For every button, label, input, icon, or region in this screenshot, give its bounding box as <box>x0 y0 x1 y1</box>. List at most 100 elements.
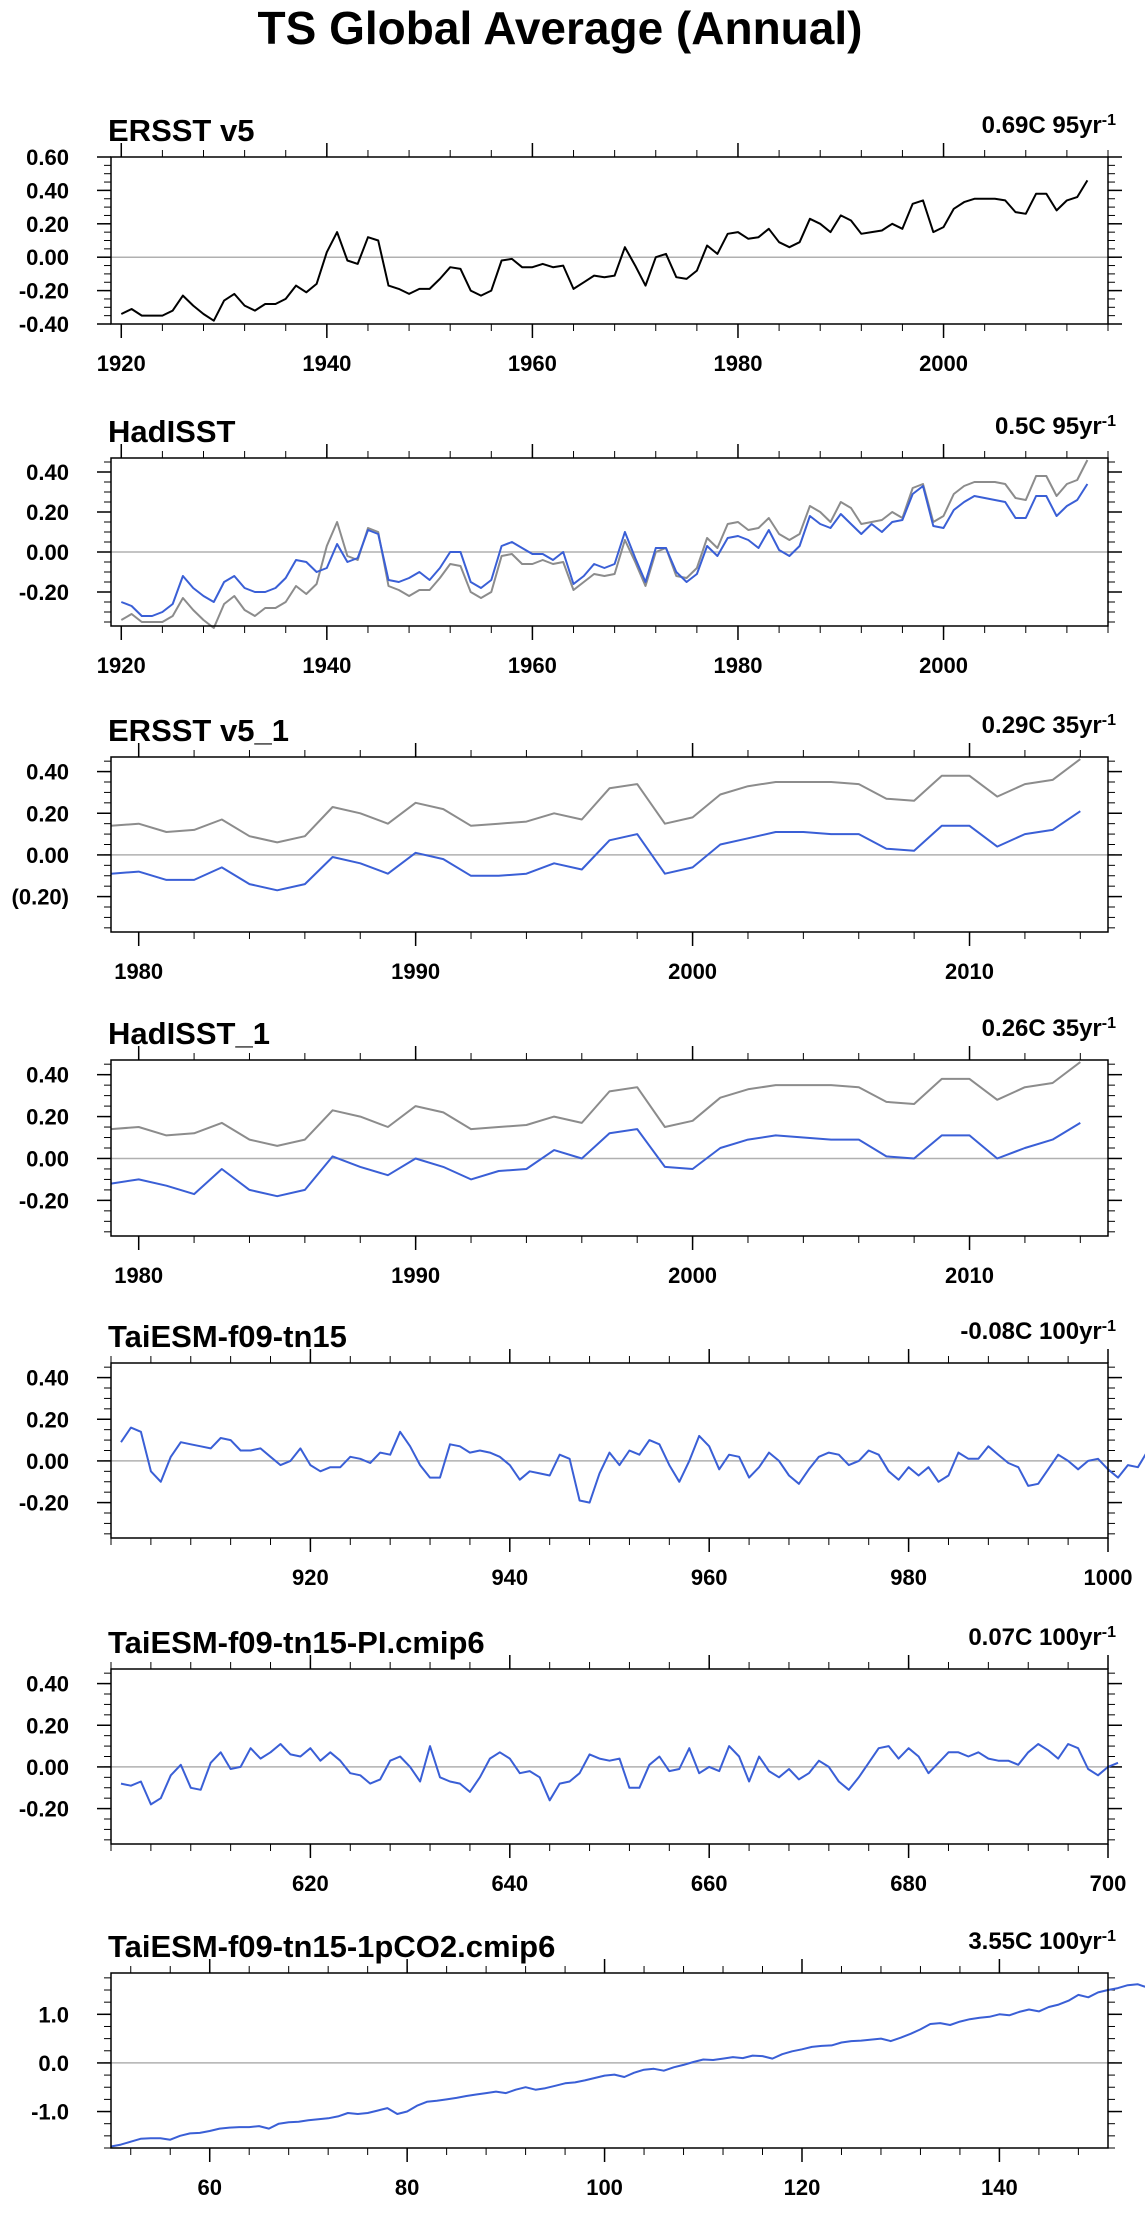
y-tick-label: 0.40 <box>26 460 69 485</box>
x-tick-label: 120 <box>784 2175 821 2200</box>
x-tick-label: 2000 <box>668 959 717 984</box>
panel-1: ERSST v5 0.69C 95yr-1 1920 1940 1960 1980 2000… <box>19 112 1122 376</box>
panel-title: TaiESM-f09-tn15-1pCO2.cmip6 <box>108 1929 555 1964</box>
y-tick-label: -0.20 <box>19 1491 69 1516</box>
y-tick-label: 0.20 <box>26 801 69 826</box>
x-tick-label: 100 <box>586 2175 623 2200</box>
y-tick-label: 0.00 <box>26 245 69 270</box>
series-line-ref <box>110 1061 1081 1147</box>
y-tick-label: 0.00 <box>26 540 69 565</box>
series-line-model <box>110 1983 1145 2148</box>
x-tick-label: 2000 <box>919 653 968 678</box>
trend-label: -0.08C 100yr-1 <box>960 1318 1116 1346</box>
trend-exponent: -1 <box>1102 712 1116 729</box>
x-tick-label: 940 <box>491 1565 528 1590</box>
panel-title: TaiESM-f09-tn15 <box>108 1319 347 1354</box>
x-tick-label: 1960 <box>508 653 557 678</box>
figure-title: TS Global Average (Annual) <box>258 2 863 54</box>
x-tick-label: 1920 <box>97 653 146 678</box>
trend-label: 0.26C 35yr-1 <box>982 1015 1116 1043</box>
panel-3: ERSST v5_1 0.29C 35yr-1 1980 1990 2000 2010 (0… <box>12 712 1122 984</box>
series-line-model <box>110 1122 1081 1198</box>
y-tick-label: 0.20 <box>26 500 69 525</box>
trend-label: 0.07C 100yr-1 <box>968 1624 1116 1652</box>
panel-7: TaiESM-f09-tn15-1pCO2.cmip6 3.55C 100yr-1… <box>31 1928 1145 2200</box>
y-tick-label: 1.0 <box>38 2002 69 2027</box>
y-tick-label: 0.20 <box>26 1407 69 1432</box>
x-tick-label: 1980 <box>114 959 163 984</box>
plot-frame <box>110 1059 1109 1237</box>
x-tick-label: 1990 <box>391 1263 440 1288</box>
x-tick-label: 2010 <box>945 959 994 984</box>
plot-frame <box>110 1668 1109 1845</box>
y-tick-label: 0.00 <box>26 843 69 868</box>
y-tick-label: 0.00 <box>26 1449 69 1474</box>
x-tick-label: 60 <box>197 2175 221 2200</box>
x-tick-label: 620 <box>292 1871 329 1896</box>
y-tick-label: 0.0 <box>38 2051 69 2076</box>
x-tick-label: 2000 <box>919 351 968 376</box>
y-tick-label: -0.20 <box>19 1797 69 1822</box>
panel-title: ERSST v5 <box>108 113 254 148</box>
trend-exponent: -1 <box>1102 1624 1116 1641</box>
panel-title: HadISST <box>108 414 236 449</box>
y-tick-label: 0.20 <box>26 1713 69 1738</box>
y-tick-label: 0.40 <box>26 760 69 785</box>
y-tick-label: 0.20 <box>26 1105 69 1130</box>
x-tick-label: 1980 <box>114 1263 163 1288</box>
x-tick-label: 1940 <box>302 653 351 678</box>
trend-exponent: -1 <box>1102 112 1116 129</box>
series-line-ref <box>120 459 1089 629</box>
plot-frame <box>110 457 1109 627</box>
series-line-model <box>120 1743 1119 1806</box>
x-tick-label: 980 <box>890 1565 927 1590</box>
y-tick-label: 0.40 <box>26 178 69 203</box>
trend-label: 0.69C 95yr-1 <box>982 112 1116 140</box>
series-line-model <box>110 810 1081 892</box>
x-tick-label: 1980 <box>714 653 763 678</box>
y-tick-label: 0.40 <box>26 1366 69 1391</box>
panel-5: TaiESM-f09-tn15 -0.08C 100yr-1 920 940 960 98… <box>19 1318 1145 1590</box>
y-tick-label: -1.0 <box>31 2100 69 2125</box>
plot-frame <box>110 756 1109 933</box>
y-tick-label: -0.20 <box>19 1188 69 1213</box>
x-tick-label: 80 <box>395 2175 419 2200</box>
y-tick-label: 0.00 <box>26 1755 69 1780</box>
trend-label: 0.29C 35yr-1 <box>982 712 1116 740</box>
y-tick-label: -0.20 <box>19 580 69 605</box>
y-tick-label: (0.20) <box>12 885 69 910</box>
x-tick-label: 2000 <box>668 1263 717 1288</box>
series-line-model <box>120 483 1089 617</box>
y-tick-label: 0.40 <box>26 1672 69 1697</box>
trend-exponent: -1 <box>1102 1318 1116 1335</box>
x-tick-label: 140 <box>981 2175 1018 2200</box>
panel-title: HadISST_1 <box>108 1016 270 1051</box>
x-tick-label: 700 <box>1090 1871 1127 1896</box>
panel-title: ERSST v5_1 <box>108 713 289 748</box>
x-tick-label: 640 <box>491 1871 528 1896</box>
y-tick-label: 0.00 <box>26 1146 69 1171</box>
x-tick-label: 920 <box>292 1565 329 1590</box>
x-tick-label: 1920 <box>97 351 146 376</box>
trend-exponent: -1 <box>1102 1928 1116 1945</box>
trend-exponent: -1 <box>1102 413 1116 430</box>
series-line-obs <box>120 179 1089 322</box>
x-tick-label: 1960 <box>508 351 557 376</box>
trend-label: 3.55C 100yr-1 <box>968 1928 1116 1956</box>
trend-exponent: -1 <box>1102 1015 1116 1032</box>
x-tick-label: 680 <box>890 1871 927 1896</box>
x-tick-label: 1990 <box>391 959 440 984</box>
y-tick-label: 0.20 <box>26 212 69 237</box>
x-tick-label: 1940 <box>302 351 351 376</box>
x-tick-label: 1980 <box>714 351 763 376</box>
plot-frame <box>110 156 1109 325</box>
trend-label: 0.5C 95yr-1 <box>995 413 1116 441</box>
y-tick-label: 0.60 <box>26 145 69 170</box>
panel-2: HadISST 0.5C 95yr-1 1920 1940 1960 1980 2000 -0… <box>19 413 1122 678</box>
x-tick-label: 2010 <box>945 1263 994 1288</box>
series-line-model <box>120 1426 1145 1504</box>
plot-frame <box>110 1362 1109 1539</box>
y-tick-label: -0.20 <box>19 279 69 304</box>
y-tick-label: -0.40 <box>19 312 69 337</box>
